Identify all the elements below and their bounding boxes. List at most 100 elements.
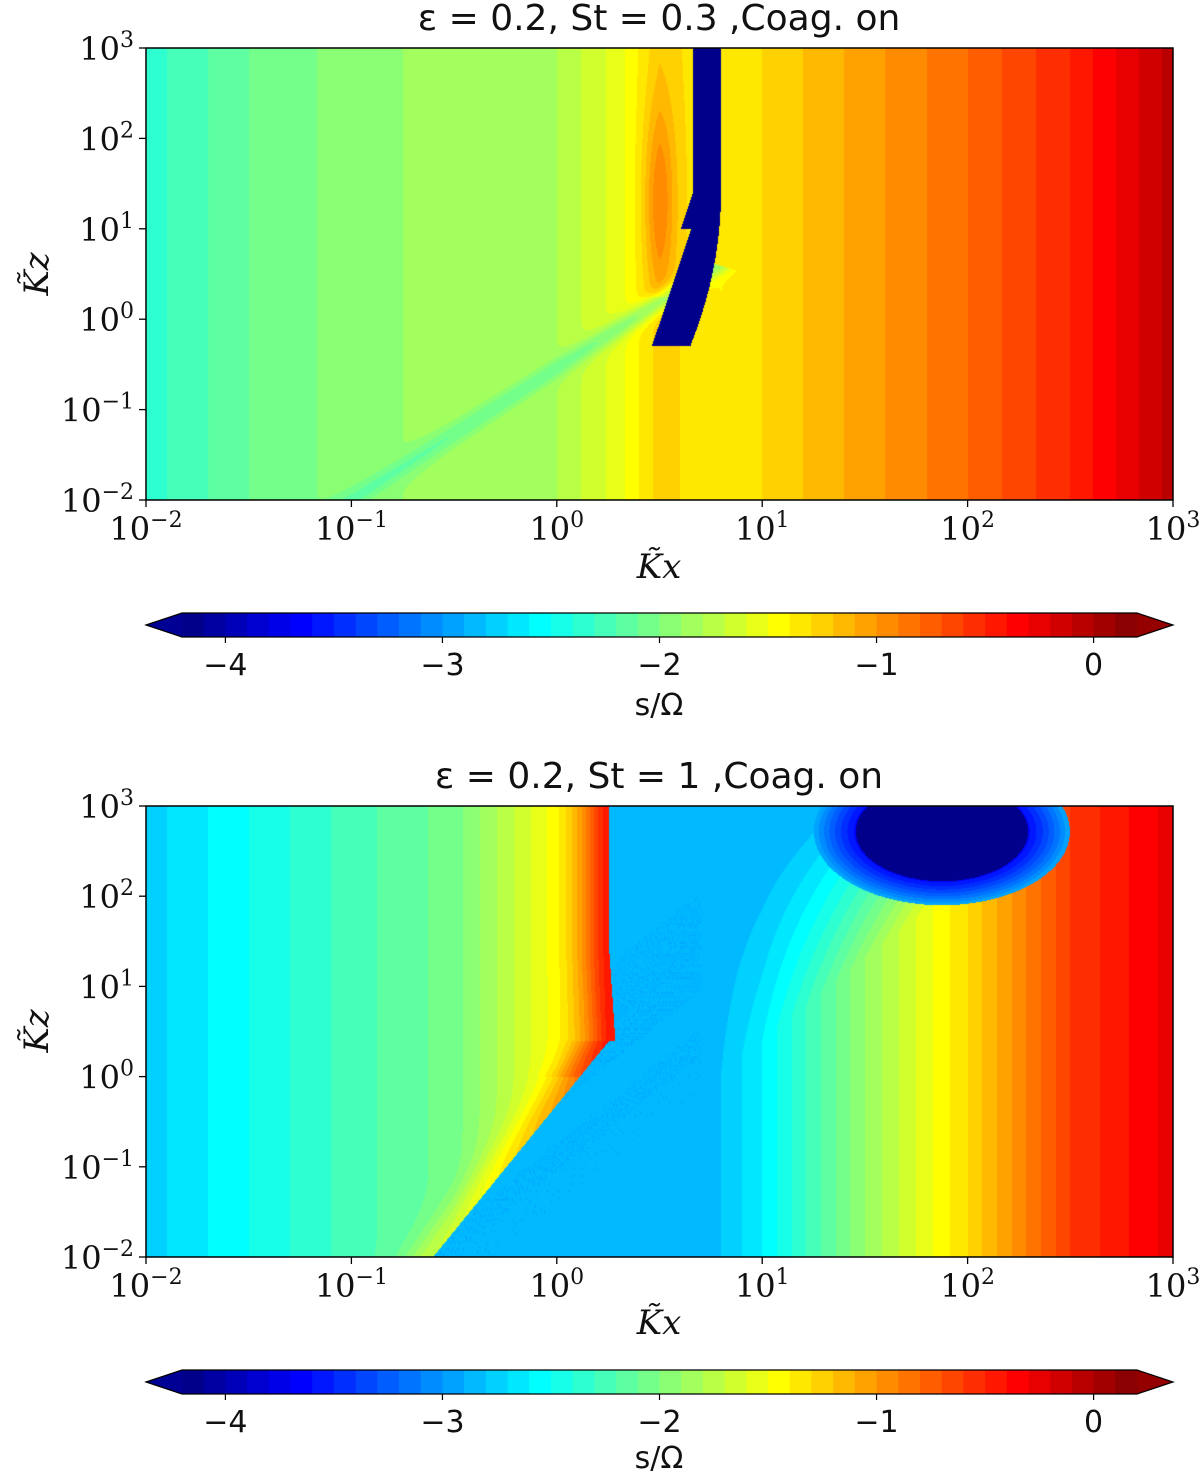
colorbar-segment <box>681 613 704 637</box>
colorbar-tick-label: −4 <box>203 1405 247 1440</box>
colorbar-segment <box>659 1370 682 1394</box>
colorbar-segment <box>898 1370 921 1394</box>
colorbar-segment <box>1006 613 1030 637</box>
colorbar-segment <box>507 1370 530 1394</box>
colorbar-segment <box>659 613 682 637</box>
colorbar-1-outline <box>144 612 1175 638</box>
colorbar-segment <box>290 613 313 637</box>
colorbar-segment <box>355 613 378 637</box>
panel-2-axes-frame <box>145 805 1174 1258</box>
colorbar-segment <box>247 613 270 637</box>
xtick-label: 103 <box>1146 1265 1200 1305</box>
colorbar-2-label: s/Ω <box>635 1441 684 1476</box>
xtick-label: 101 <box>735 1265 790 1305</box>
colorbar-segment <box>529 613 552 637</box>
ytick-label: 10−1 <box>61 390 134 430</box>
ytick-label: 103 <box>79 28 134 68</box>
colorbar-segment <box>919 613 943 637</box>
colorbar-segment <box>811 613 834 637</box>
panel-1-ticks: 10−2 10−1 100 101 102 103 10−2 10−1 100 101 102 103 <box>61 28 1200 548</box>
colorbar-segment <box>182 613 205 637</box>
panel-2-ticks: 10−2 10−1 100 101 102 103 10−2 10−1 100 101 102 103 <box>61 786 1200 1305</box>
colorbar-segment <box>833 1370 856 1394</box>
colorbar-segment <box>1071 613 1095 637</box>
colorbar-segment <box>550 1370 574 1394</box>
colorbar-segment <box>247 1370 270 1394</box>
colorbar-segment <box>637 1370 661 1394</box>
xtick-label: 10−2 <box>109 1265 182 1305</box>
colorbar-1-extend-high <box>1137 613 1173 637</box>
xtick-label: 10−2 <box>109 508 182 548</box>
colorbar-segment <box>203 1370 227 1394</box>
xtick-label: 10−1 <box>315 508 388 548</box>
colorbar-segment <box>594 1370 617 1394</box>
colorbar-segment <box>312 613 335 637</box>
xtick-label: 100 <box>529 508 584 548</box>
colorbar-segment <box>377 1370 400 1394</box>
colorbar-segment <box>399 613 422 637</box>
colorbar-segment <box>789 1370 813 1394</box>
colorbar-tick-label: −3 <box>420 648 464 683</box>
colorbar-segment <box>724 1370 747 1394</box>
colorbar-segment <box>225 613 248 637</box>
colorbar-segment <box>1115 613 1138 637</box>
xtick-label: 100 <box>529 1265 584 1305</box>
panel-1-axes-frame <box>145 47 1174 501</box>
colorbar-segment <box>485 613 509 637</box>
colorbar-1-extend-low <box>146 613 182 637</box>
colorbar-2-segments <box>182 1370 1138 1394</box>
colorbar-segment <box>811 1370 834 1394</box>
panel-2-xlabel-text: K̃x <box>636 1303 682 1343</box>
ytick-label: 101 <box>79 209 134 249</box>
colorbar-segment <box>399 1370 422 1394</box>
colorbar-segment <box>464 613 487 637</box>
colorbar-segment <box>681 1370 704 1394</box>
colorbar-segment <box>355 1370 378 1394</box>
colorbar-segment <box>854 1370 878 1394</box>
panel-2-ylabel-text: K̃z <box>17 1008 57 1053</box>
colorbar-segment <box>1028 1370 1051 1394</box>
colorbar-segment <box>420 613 444 637</box>
colorbar-segment <box>268 1370 292 1394</box>
colorbar-segment <box>963 1370 986 1394</box>
colorbar-segment <box>1093 613 1116 637</box>
colorbar-tick-label: −4 <box>203 648 247 683</box>
xtick-label: 101 <box>735 508 790 548</box>
colorbar-segment <box>594 613 617 637</box>
colorbar-segment <box>876 1370 899 1394</box>
panel-1-ylabel: K̃z <box>17 251 57 296</box>
colorbar-segment <box>290 1370 313 1394</box>
colorbar-segment <box>789 613 813 637</box>
colorbar-segment <box>1006 1370 1030 1394</box>
colorbar-segment <box>1050 1370 1073 1394</box>
colorbar-segment <box>985 613 1008 637</box>
colorbar-segment <box>898 613 921 637</box>
colorbar-segment <box>268 613 292 637</box>
colorbar-segment <box>572 613 595 637</box>
colorbar-segment <box>746 1370 769 1394</box>
colorbar-segment <box>442 613 465 637</box>
colorbar-segment <box>485 1370 509 1394</box>
ytick-label: 103 <box>79 786 134 826</box>
colorbar-segment <box>702 1370 726 1394</box>
colorbar-1-label: s/Ω <box>635 688 684 723</box>
panel-2: ε = 0.2, St = 1 ,Coag. on 10−2 10−1 100 101… <box>17 756 1200 1343</box>
panel-1-ylabel-text: K̃z <box>17 251 57 296</box>
panel-2-title: ε = 0.2, St = 1 ,Coag. on <box>435 756 883 797</box>
colorbar-segment <box>203 613 227 637</box>
colorbar-segment <box>333 1370 357 1394</box>
colorbar-segment <box>985 1370 1008 1394</box>
panel-2-heatmap <box>146 806 1173 1257</box>
panel-1-title: ε = 0.2, St = 0.3 ,Coag. on <box>418 0 901 39</box>
colorbar-tick-label: −1 <box>854 1405 898 1440</box>
colorbar-segment <box>1115 1370 1138 1394</box>
ytick-label: 102 <box>79 118 134 158</box>
colorbar-2-extend-low <box>146 1370 182 1394</box>
colorbar-tick-label: −2 <box>637 1405 681 1440</box>
colorbar-segment <box>420 1370 444 1394</box>
colorbar-tick-label: 0 <box>1084 648 1103 683</box>
colorbar-segment <box>1071 1370 1095 1394</box>
colorbar-segment <box>746 613 769 637</box>
ytick-label: 101 <box>79 966 134 1006</box>
colorbar-segment <box>572 1370 595 1394</box>
